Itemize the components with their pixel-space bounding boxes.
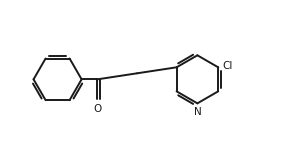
Text: N: N: [194, 107, 201, 117]
Text: Cl: Cl: [222, 61, 233, 71]
Text: O: O: [93, 104, 102, 114]
